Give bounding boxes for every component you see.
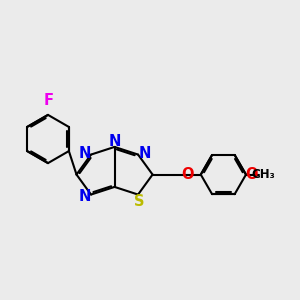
Text: S: S xyxy=(134,194,145,209)
Text: N: N xyxy=(78,146,91,160)
Text: N: N xyxy=(139,146,151,160)
Text: N: N xyxy=(78,189,91,204)
Text: CH₃: CH₃ xyxy=(252,168,275,181)
Text: F: F xyxy=(44,93,54,108)
Text: N: N xyxy=(108,134,121,149)
Text: O: O xyxy=(245,167,258,182)
Text: O: O xyxy=(181,167,194,182)
